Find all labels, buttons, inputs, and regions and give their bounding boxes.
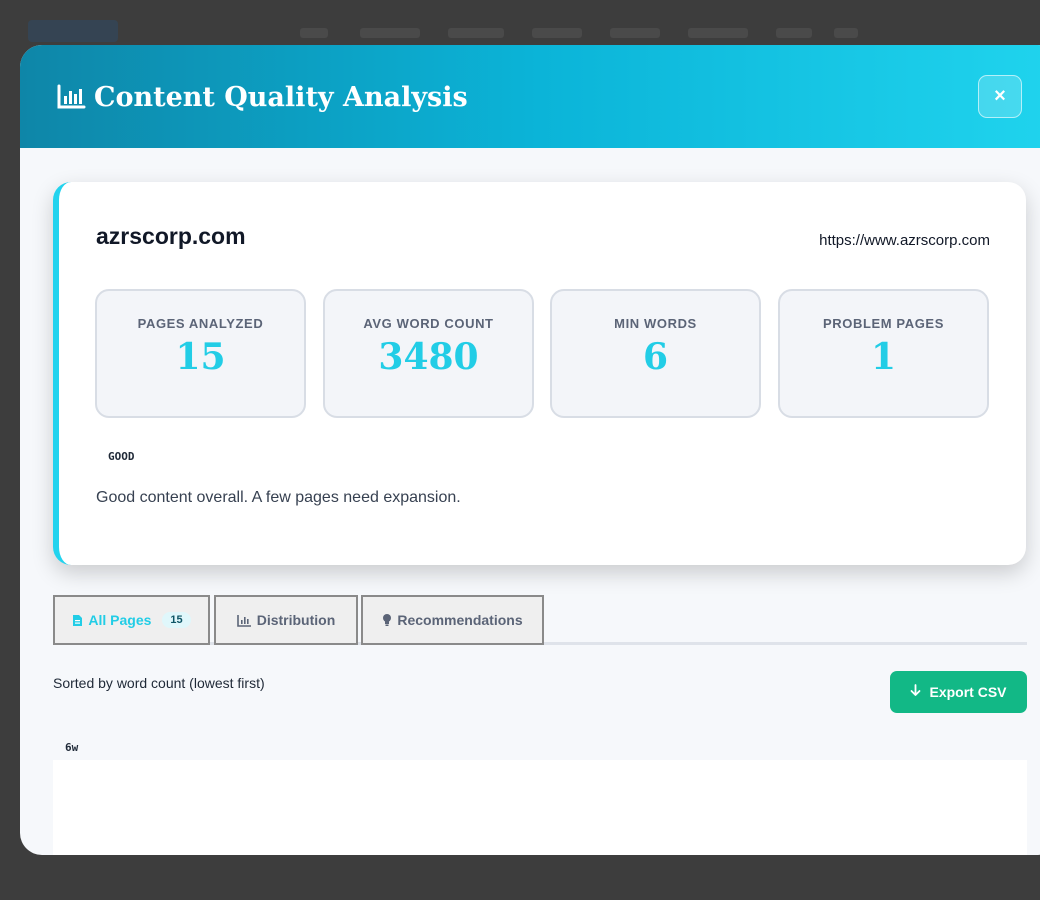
content-quality-modal: Content Quality Analysis × azrscorp.com … <box>20 45 1040 855</box>
grade-badge: GOOD <box>108 450 135 463</box>
export-csv-button[interactable]: Export CSV <box>890 671 1027 713</box>
stat-problem-pages: PROBLEM PAGES 1 <box>778 289 989 418</box>
tab-distribution[interactable]: Distribution <box>214 595 358 645</box>
stat-value: 15 <box>175 336 226 378</box>
background-nav-link <box>776 28 812 38</box>
stat-value: 6 <box>642 336 669 378</box>
background-logo <box>28 20 118 42</box>
close-button[interactable]: × <box>978 75 1022 118</box>
background-nav-link <box>610 28 660 38</box>
tab-bar: All Pages 15 Distribution <box>53 595 1027 645</box>
pages-list <box>53 760 1027 855</box>
tab-label: Distribution <box>256 612 336 628</box>
stat-value: 1 <box>870 336 897 378</box>
stat-min-words: MIN WORDS 6 <box>550 289 761 418</box>
stat-value: 3480 <box>378 336 479 378</box>
stat-label: PAGES ANALYZED <box>137 316 264 331</box>
background-nav-link <box>532 28 582 38</box>
stat-label: AVG WORD COUNT <box>363 316 494 331</box>
lightbulb-icon <box>382 613 392 627</box>
tab-all-pages[interactable]: All Pages 15 <box>53 595 210 645</box>
background-nav-link <box>360 28 420 38</box>
tab-label: All Pages <box>88 612 152 628</box>
stat-avg-word-count: AVG WORD COUNT 3480 <box>323 289 534 418</box>
tab-recommendations[interactable]: Recommendations <box>361 595 544 645</box>
close-icon: × <box>994 85 1006 107</box>
modal-title: Content Quality Analysis <box>56 79 468 115</box>
background-nav <box>0 16 1040 52</box>
background-nav-link <box>300 28 328 38</box>
word-count-tag: 6w <box>65 741 79 754</box>
bar-chart-icon <box>236 614 252 627</box>
modal-title-text: Content Quality Analysis <box>94 81 468 113</box>
summary-message: Good content overall. A few pages need e… <box>96 489 461 506</box>
site-name: azrscorp.com <box>96 223 246 249</box>
background-nav-link <box>688 28 748 38</box>
background-nav-link <box>448 28 504 38</box>
stat-label: PROBLEM PAGES <box>823 316 944 331</box>
site-url: https://www.azrscorp.com <box>819 232 990 249</box>
sort-note: Sorted by word count (lowest first) <box>53 675 265 691</box>
stat-label: MIN WORDS <box>614 316 697 331</box>
stat-pages-analyzed: PAGES ANALYZED 15 <box>95 289 306 418</box>
file-icon <box>72 614 83 627</box>
site-summary-card: azrscorp.com https://www.azrscorp.com PA… <box>53 182 1026 565</box>
tab-label: Recommendations <box>397 612 523 628</box>
arrow-down-icon <box>910 684 921 700</box>
tab-count-badge: 15 <box>162 612 191 628</box>
modal-header: Content Quality Analysis × <box>20 45 1040 148</box>
background-nav-link <box>834 28 858 38</box>
bar-chart-icon <box>56 84 86 110</box>
export-label: Export CSV <box>929 684 1007 700</box>
